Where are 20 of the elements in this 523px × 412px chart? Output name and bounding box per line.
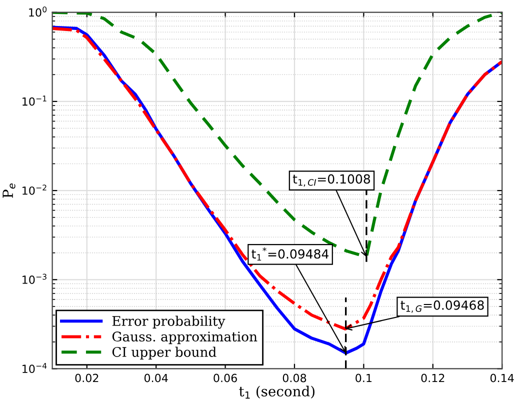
legend-label: Error probability (112, 316, 226, 329)
x-tick-label: 0.06 (214, 374, 237, 382)
y-tick-label: 10$^{0}$ (29, 6, 47, 17)
y-tick-label: 10$^{−4}$ (22, 362, 47, 374)
y-tick-label: 10$^{−3}$ (22, 274, 46, 284)
x-tick-label: 0.14 (490, 374, 514, 382)
annotation: t$_{1}$$^{*}$=0.09484 (252, 247, 329, 261)
y-tick-label: 10$^{−2}$ (22, 184, 46, 195)
y-tick-label: 10$^{−1}$ (22, 96, 46, 106)
legend-label: CI upper bound (112, 346, 216, 360)
x-tick-label: 0.1 (356, 374, 372, 382)
y-axis-title: P$_{e}$ (2, 184, 16, 198)
x-axis-title: t$_{1}$ (second) (239, 386, 314, 399)
annotation: t$_{1,CI}$=0.1008 (292, 174, 370, 187)
x-tick-label: 0.02 (75, 374, 98, 382)
x-tick-label: 0.04 (144, 374, 168, 382)
annotation: t$_{1,G}$=0.09468 (400, 300, 484, 313)
legend-label: Gauss. approximation (112, 332, 258, 344)
x-tick-label: 0.08 (282, 374, 306, 382)
x-tick-label: 0.12 (421, 374, 444, 382)
